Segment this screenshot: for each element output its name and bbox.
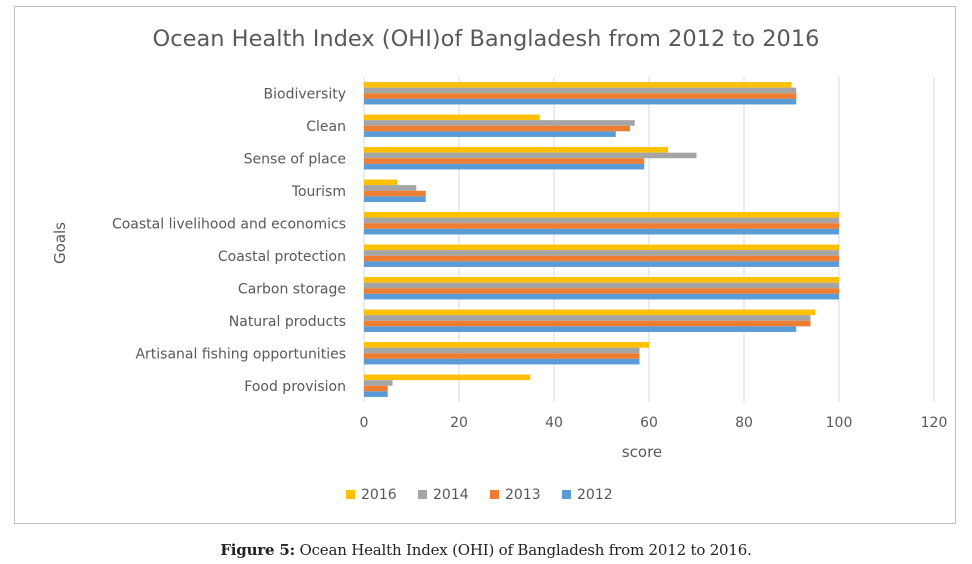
bar-2014 xyxy=(364,217,839,224)
bar-2016 xyxy=(364,342,649,348)
legend-label-2012: 2012 xyxy=(577,487,613,503)
legend-label-2014: 2014 xyxy=(433,487,469,503)
bar-2014 xyxy=(364,347,640,354)
x-tick-label: 80 xyxy=(735,415,753,431)
bar-2012 xyxy=(364,261,839,267)
bar-2014 xyxy=(364,185,417,191)
category-label: Biodiversity xyxy=(264,86,346,102)
bar-2013 xyxy=(364,353,640,359)
bar-2012 xyxy=(364,98,797,105)
x-tick-label: 40 xyxy=(545,415,563,431)
x-tick-label: 20 xyxy=(450,415,468,431)
x-tick-label: 100 xyxy=(826,415,853,431)
category-label: Tourism xyxy=(291,184,346,200)
y-axis-label: Goals xyxy=(51,222,69,264)
category-label: Sense of place xyxy=(244,151,346,167)
bar-2016 xyxy=(364,82,792,88)
bar-2012 xyxy=(364,163,645,170)
bar-2014 xyxy=(364,152,697,159)
bar-2016 xyxy=(364,179,398,186)
bar-2016 xyxy=(364,147,668,153)
category-label: Coastal protection xyxy=(218,249,346,265)
bars xyxy=(364,82,839,397)
bar-2012 xyxy=(364,358,640,365)
bar-2012 xyxy=(364,326,797,332)
bar-2013 xyxy=(364,288,839,294)
bar-2013 xyxy=(364,223,839,229)
bar-2014 xyxy=(364,380,393,386)
legend-label-2013: 2013 xyxy=(505,487,541,503)
bar-2014 xyxy=(364,250,839,256)
bar-2012 xyxy=(364,228,839,235)
legend: 2016 2014 2013 2012 xyxy=(346,487,613,503)
legend-swatch-2012 xyxy=(562,490,571,499)
bar-2014 xyxy=(364,315,811,321)
bar-2016 xyxy=(364,309,816,316)
ohi-bar-chart: Biodiversity Clean Sense of place Tourism Co… xyxy=(51,26,948,503)
category-labels: Biodiversity Clean Sense of place Tourism Co… xyxy=(112,86,346,395)
bar-2016 xyxy=(364,374,531,381)
bar-2013 xyxy=(364,125,630,132)
bar-2013 xyxy=(364,93,797,99)
bar-2012 xyxy=(364,196,426,202)
bar-2014 xyxy=(364,120,635,126)
category-label: Clean xyxy=(306,119,346,135)
bar-2014 xyxy=(364,87,797,94)
bar-2012 xyxy=(364,131,616,137)
bar-2013 xyxy=(364,190,426,197)
figure-caption-text: Ocean Health Index (OHI) of Bangladesh f… xyxy=(294,541,752,559)
x-tick-label: 60 xyxy=(640,415,658,431)
legend-swatch-2016 xyxy=(346,490,355,499)
bar-2013 xyxy=(364,320,811,327)
x-tick-label: 120 xyxy=(921,415,948,431)
chart-frame: Biodiversity Clean Sense of place Tourism Co… xyxy=(14,6,956,524)
legend-swatch-2013 xyxy=(490,490,499,499)
bar-2016 xyxy=(364,244,839,251)
bar-2013 xyxy=(364,158,645,164)
category-label: Natural products xyxy=(229,314,346,330)
category-label: Food provision xyxy=(244,379,346,395)
x-axis-label: score xyxy=(622,443,662,461)
bar-2012 xyxy=(364,391,388,397)
bar-2014 xyxy=(364,282,839,289)
category-label: Artisanal fishing opportunities xyxy=(135,346,346,362)
figure-caption-label: Figure 5: xyxy=(220,541,295,559)
legend-label-2016: 2016 xyxy=(361,487,397,503)
x-tick-label: 0 xyxy=(360,415,369,431)
bar-2013 xyxy=(364,255,839,262)
figure-caption: Figure 5: Ocean Health Index (OHI) of Ba… xyxy=(0,541,972,559)
bar-2013 xyxy=(364,385,388,392)
legend-swatch-2014 xyxy=(418,490,427,499)
bar-2016 xyxy=(364,114,540,121)
category-label: Carbon storage xyxy=(238,281,346,297)
bar-2016 xyxy=(364,212,839,218)
bar-2016 xyxy=(364,277,839,283)
x-tick-labels: 0 20 40 60 80 100 120 xyxy=(360,415,948,431)
category-label: Coastal livelihood and economics xyxy=(112,216,346,232)
bar-2012 xyxy=(364,293,839,300)
chart-title: Ocean Health Index (OHI)of Bangladesh fr… xyxy=(153,26,820,52)
